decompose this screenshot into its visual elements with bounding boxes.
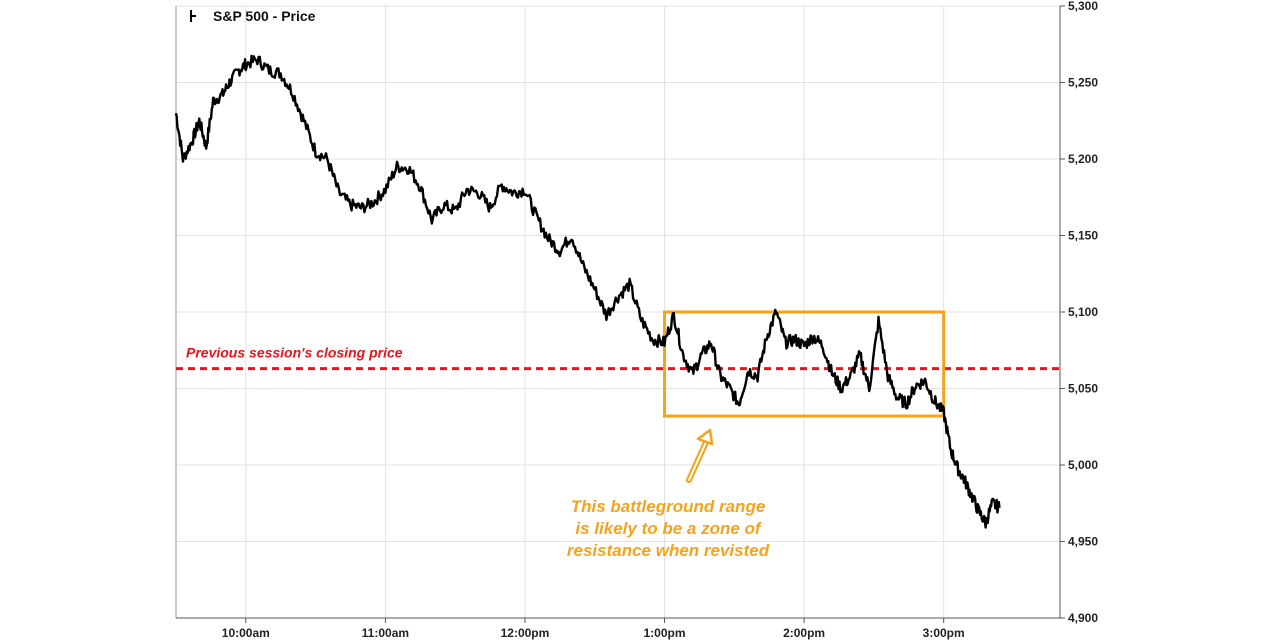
x-tick-label: 1:00pm — [644, 626, 686, 640]
legend: S&P 500 - Price — [190, 8, 316, 24]
previous-close-label: Previous session's closing price — [186, 345, 403, 361]
y-tick-label: 4,950 — [1068, 535, 1098, 549]
x-tick-label: 3:00pm — [923, 626, 965, 640]
range-annotation: This battleground range is likely to be a… — [567, 497, 770, 560]
y-tick-label: 4,900 — [1068, 611, 1098, 625]
y-tick-label: 5,100 — [1068, 305, 1098, 319]
x-tick-label: 12:00pm — [501, 626, 550, 640]
annotation-line: This battleground range — [571, 497, 766, 516]
legend-line-icon — [190, 10, 196, 22]
annotation-arrow-icon — [686, 428, 714, 483]
arrow-head — [696, 428, 714, 446]
y-tick-label: 5,200 — [1068, 152, 1098, 166]
y-tick-label: 5,250 — [1068, 76, 1098, 90]
y-tick-label: 5,300 — [1068, 0, 1098, 13]
y-axis: 4,900 4,950 5,000 5,050 5,100 5,150 5,200 5,250… — [1060, 0, 1098, 625]
x-axis: 10:00am 11:00am 12:00pm 1:00pm 2:00pm 3:00pm — [222, 618, 965, 640]
annotation-line: resistance when revisted — [567, 541, 770, 560]
x-tick-label: 10:00am — [222, 626, 270, 640]
annotation-line: is likely to be a zone of — [575, 519, 762, 538]
y-tick-label: 5,150 — [1068, 229, 1098, 243]
y-tick-label: 5,000 — [1068, 458, 1098, 472]
arrow-shaft-inner — [688, 439, 708, 481]
sp500-price-line — [174, 54, 1001, 529]
battleground-range-box — [663, 310, 946, 418]
y-tick-label: 5,050 — [1068, 382, 1098, 396]
legend-label: S&P 500 - Price — [213, 8, 316, 24]
x-tick-label: 11:00am — [362, 626, 409, 640]
x-tick-label: 2:00pm — [783, 626, 825, 640]
